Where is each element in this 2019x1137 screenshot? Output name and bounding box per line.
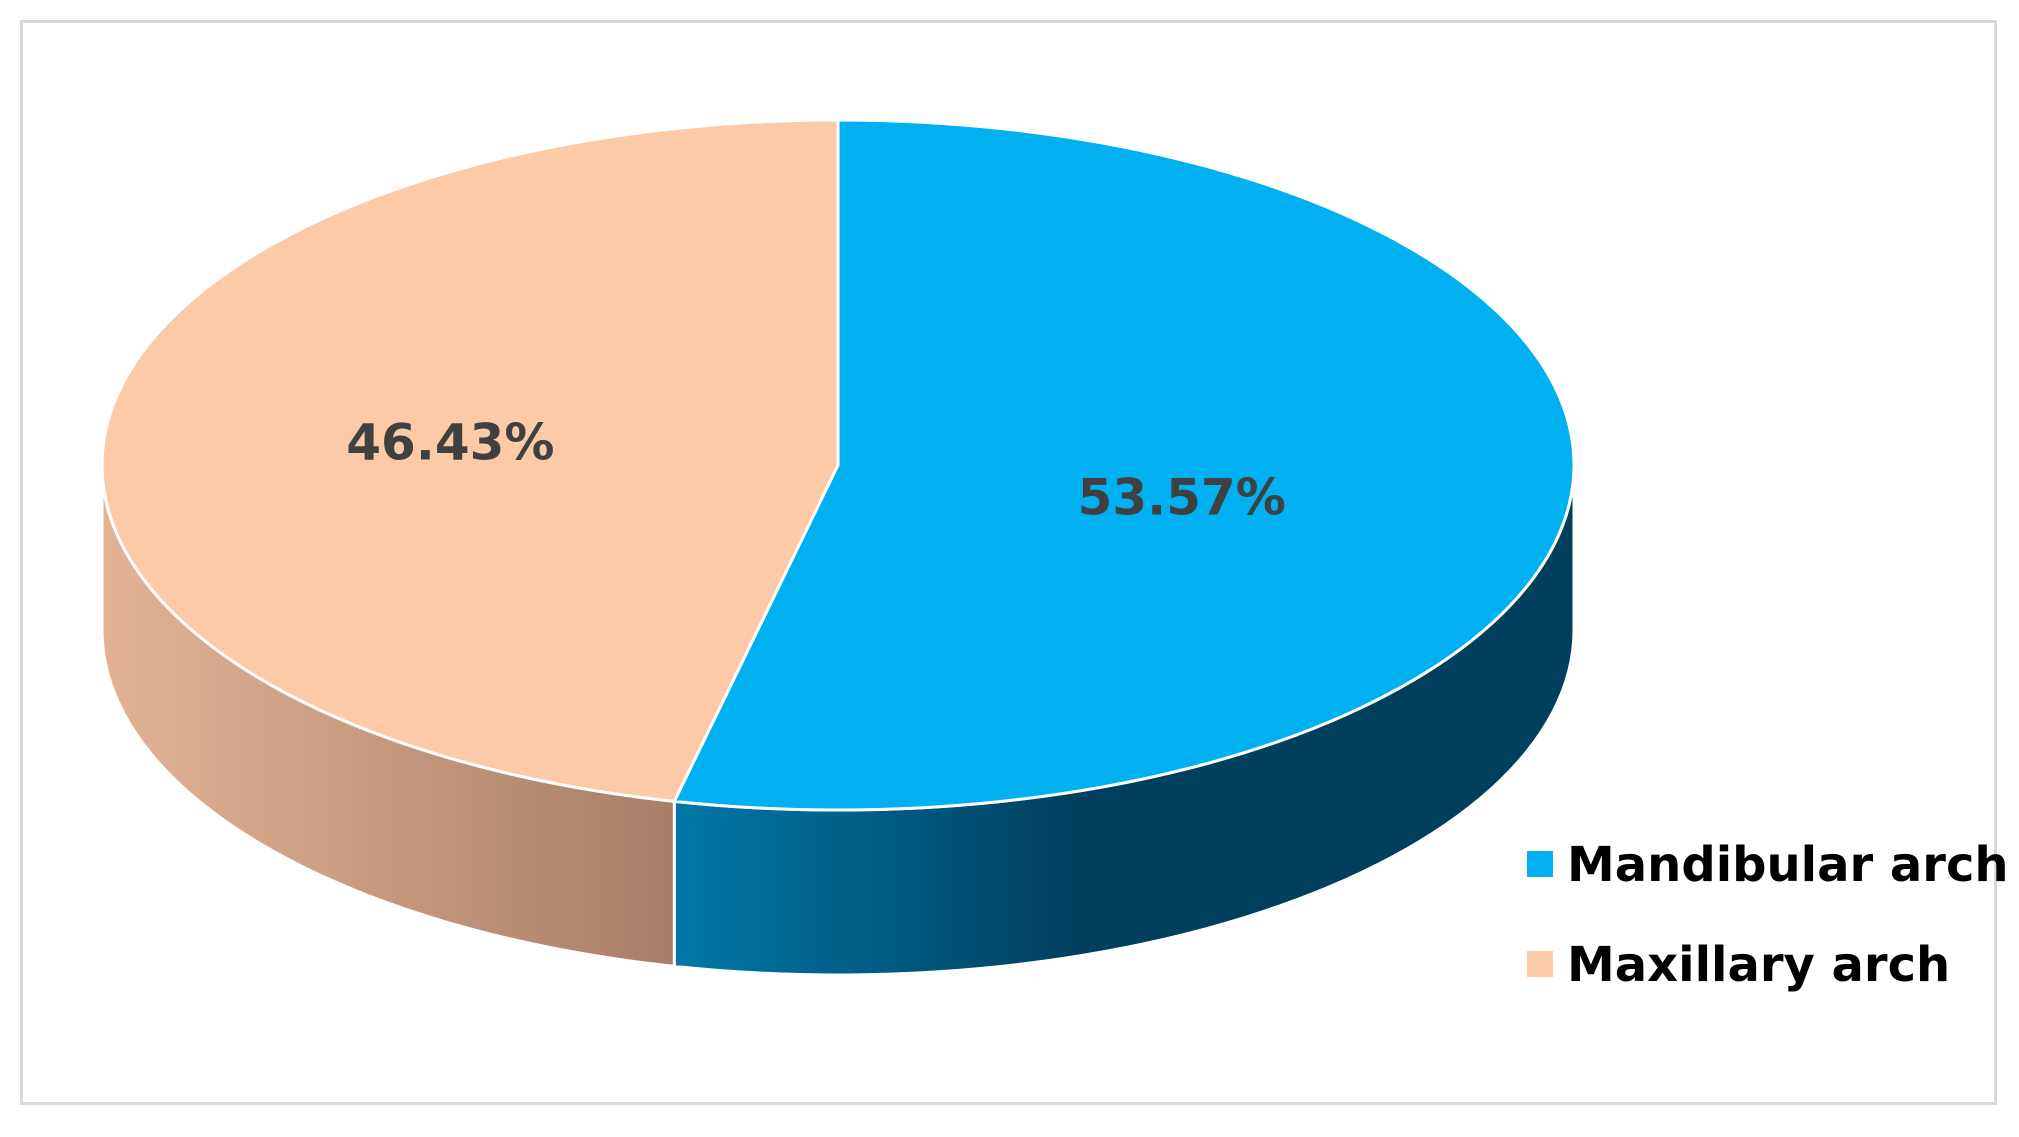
slice-maxillary-arch — [100, 118, 840, 803]
legend-swatch-mandibular-arch — [1527, 851, 1553, 877]
data-label-mandibular-arch: 53.57% — [1078, 468, 1286, 526]
data-label-maxillary-arch: 46.43% — [346, 414, 554, 472]
legend-label-mandibular-arch: Mandibular arch — [1567, 837, 2009, 893]
legend-swatch-maxillary-arch — [1527, 951, 1553, 977]
slice-mandibular-arch — [671, 118, 1576, 812]
legend-label-maxillary-arch: Maxillary arch — [1567, 937, 1950, 993]
